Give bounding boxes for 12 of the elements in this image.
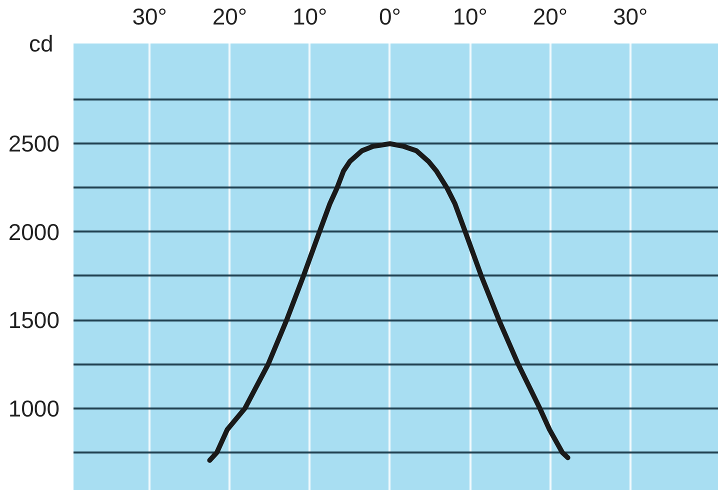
x-tick-label: 30° <box>132 4 168 30</box>
x-tick-label: 20° <box>212 4 248 30</box>
y-tick-label: 2500 <box>8 130 60 157</box>
x-tick-label: 20° <box>532 4 568 30</box>
y-tick-label: 2000 <box>8 218 60 245</box>
x-tick-label: 30° <box>612 4 648 30</box>
y-axis-title: cd <box>29 30 54 56</box>
x-tick-label: 0° <box>378 4 401 30</box>
y-tick-label: 1000 <box>8 395 60 422</box>
y-tick-label: 1500 <box>8 307 60 334</box>
x-tick-label: 10° <box>292 4 328 30</box>
x-tick-label: 10° <box>452 4 488 30</box>
